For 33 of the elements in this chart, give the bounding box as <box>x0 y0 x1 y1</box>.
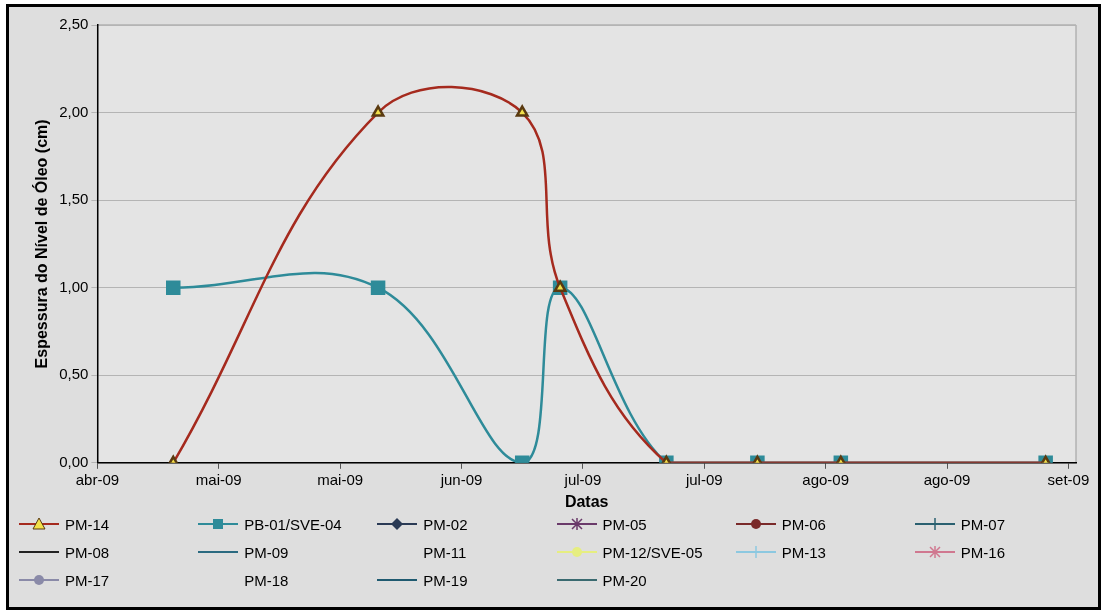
x-tick-label: jul-09 <box>684 470 723 488</box>
legend-label: PM-08 <box>65 543 110 561</box>
text: PM-18 <box>244 571 289 589</box>
legend-label: PM-16 <box>960 543 1006 561</box>
legend-label: PM-02 <box>423 515 468 533</box>
legend-label: PB-01/SVE-04 <box>244 515 342 533</box>
y-tick-label: 2,50 <box>59 15 89 33</box>
text: PM-11 <box>423 543 467 561</box>
y-tick-label: 0,50 <box>59 365 89 383</box>
x-tick-label: set-09 <box>1047 470 1090 488</box>
legend-label: PM-12/SVE-05 <box>602 543 703 561</box>
y-tick-label: 0,00 <box>59 452 89 470</box>
legend-label: PM-20 <box>602 571 647 589</box>
x-tick-label: jun-09 <box>439 470 483 488</box>
legend-label: PM-19 <box>423 571 468 589</box>
x-tick-label: ago-09 <box>923 470 971 488</box>
x-tick-label: mai-09 <box>195 470 242 488</box>
x-tick-label: ago-09 <box>802 470 850 488</box>
legend-label: PM-07 <box>960 515 1006 533</box>
y-tick-label: 1,50 <box>59 190 89 208</box>
legend-label: PM-13 <box>781 543 826 561</box>
legend-label: PM-17 <box>65 571 110 589</box>
x-axis-title: Datas <box>564 492 609 510</box>
legend-label: PM-09 <box>244 543 289 561</box>
legend-label: PM-05 <box>602 515 647 533</box>
x-tick-label: abr-09 <box>75 470 120 488</box>
y-tick-label: 1,00 <box>59 277 89 295</box>
legend-label: PM-06 <box>781 515 826 533</box>
legend-label: PM-14 <box>65 515 110 533</box>
x-tick-label: mai-09 <box>317 470 364 488</box>
y-tick-label: 2,00 <box>59 102 89 120</box>
x-tick-label: jul-09 <box>563 470 602 488</box>
y-axis-title: Espessura do Nível de Óleo (cm) <box>32 119 51 369</box>
